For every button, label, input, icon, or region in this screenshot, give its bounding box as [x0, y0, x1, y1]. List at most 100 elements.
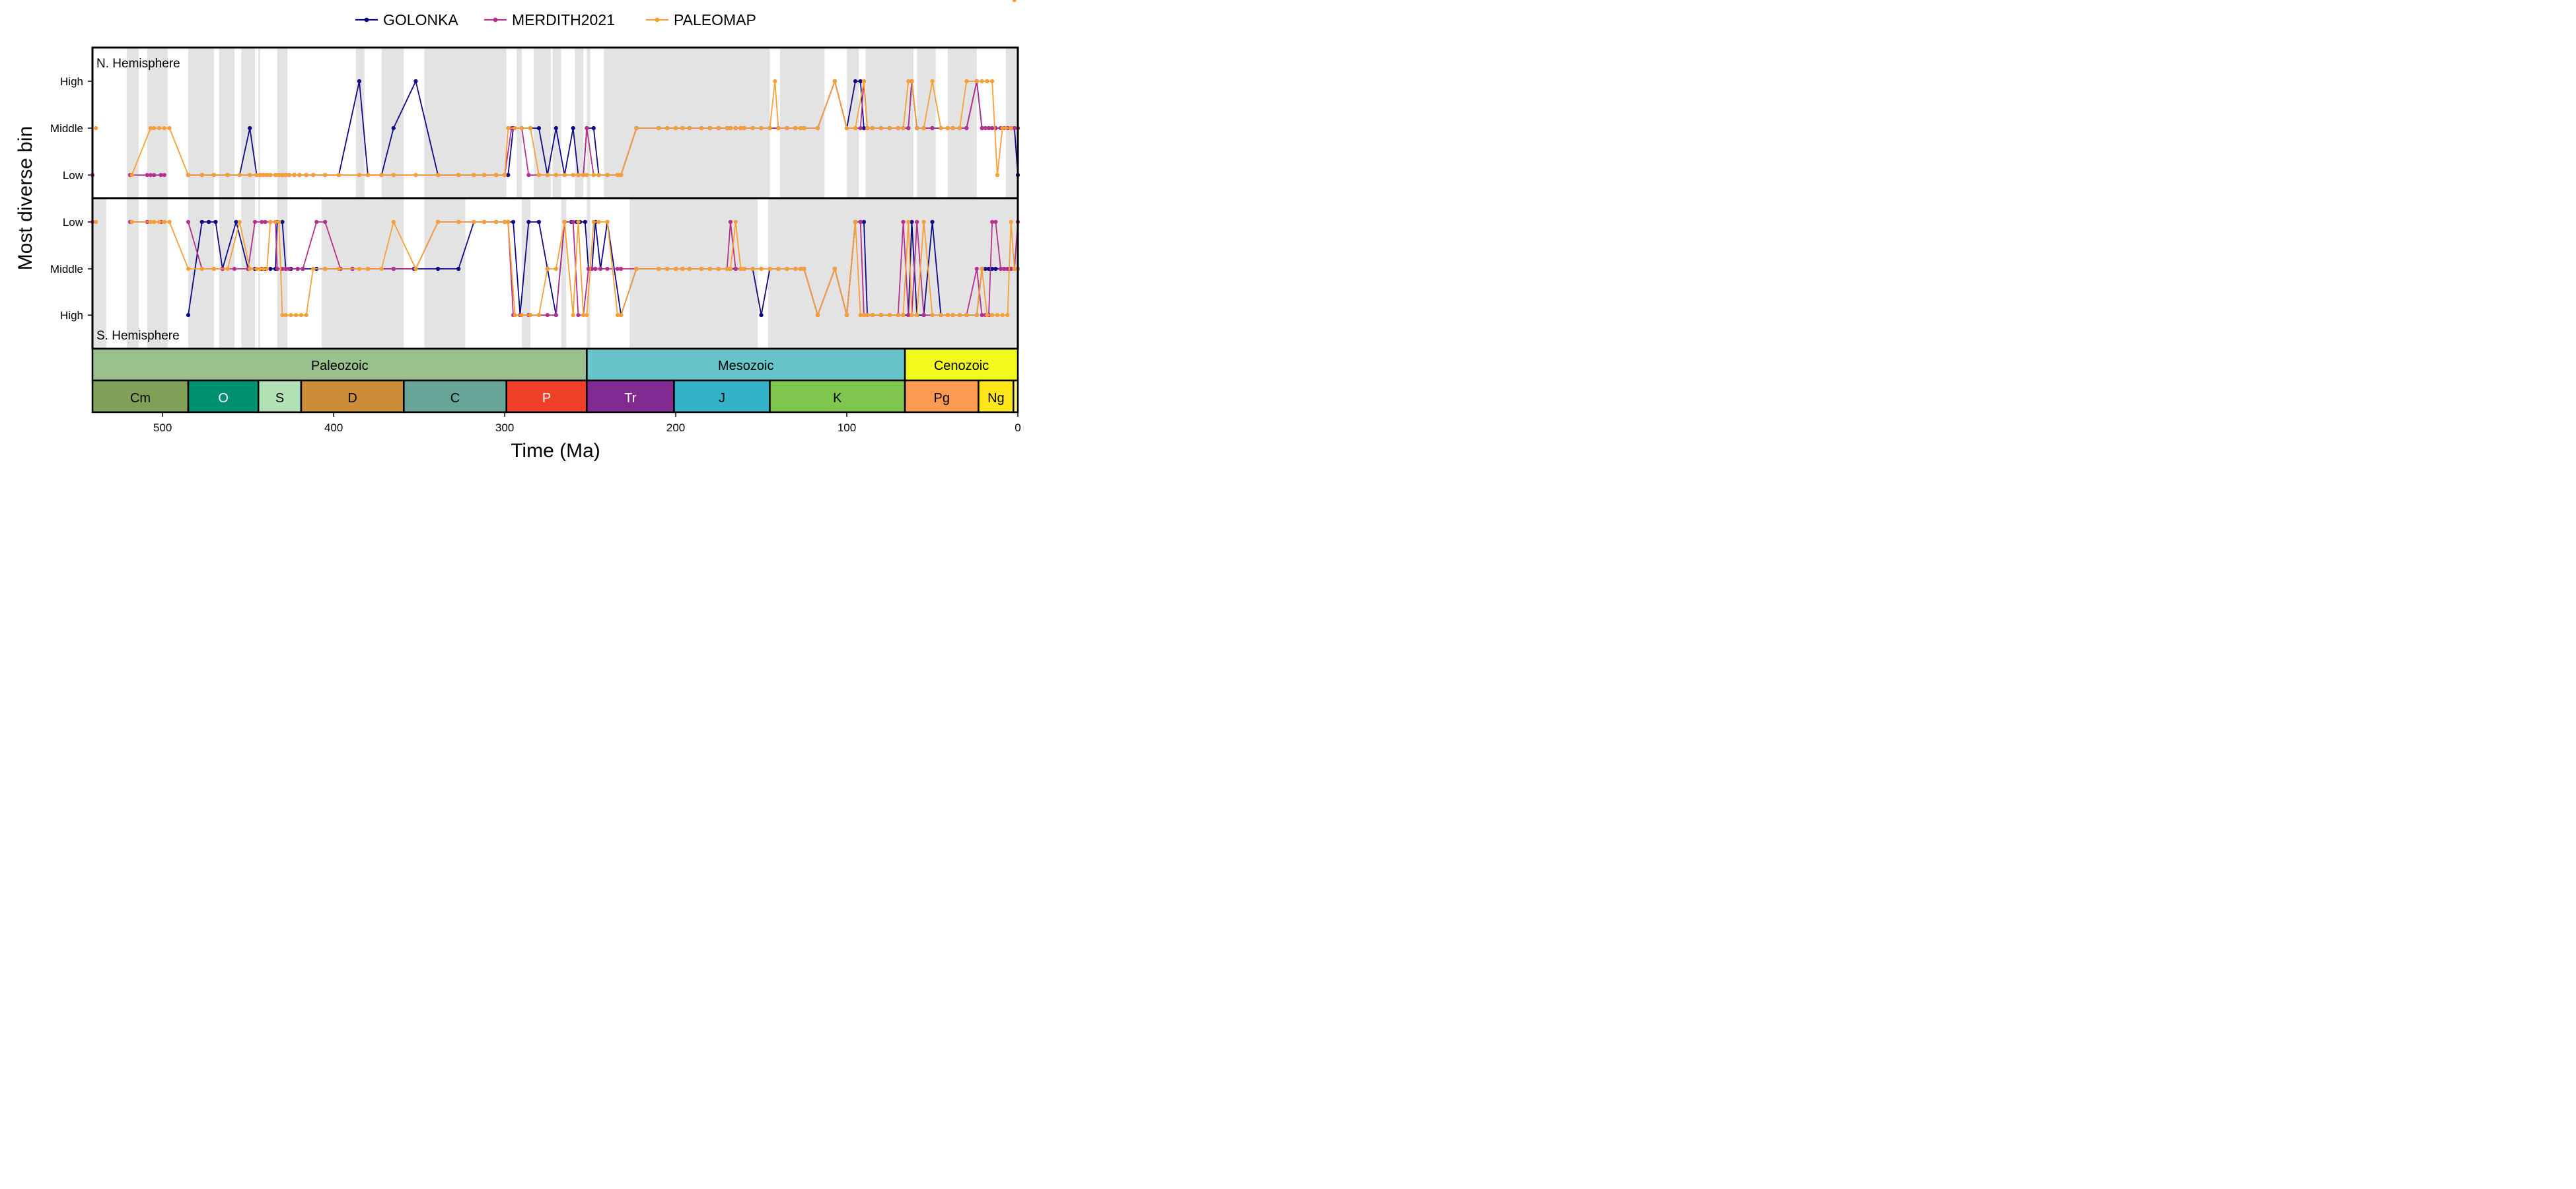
data-point — [870, 312, 875, 318]
data-point — [699, 266, 704, 271]
shaded-interval — [241, 48, 256, 198]
data-point — [974, 312, 979, 318]
data-point — [680, 126, 685, 131]
data-point — [993, 266, 998, 271]
panel-north: N. Hemisphere High Middle Low — [50, 0, 1020, 199]
data-point — [379, 172, 384, 178]
data-point — [910, 79, 914, 84]
data-point — [536, 172, 541, 178]
data-point — [983, 126, 987, 131]
data-point — [413, 79, 418, 84]
data-point — [993, 219, 998, 225]
data-point — [261, 266, 266, 271]
data-point — [699, 126, 704, 131]
data-point — [832, 266, 838, 271]
data-point — [906, 79, 911, 84]
period-label-cm: Cm — [130, 391, 151, 406]
data-point — [323, 219, 328, 225]
data-point — [554, 266, 558, 271]
data-point — [1012, 0, 1017, 3]
data-point — [186, 312, 191, 318]
panel-south-shading — [92, 198, 1018, 349]
shaded-interval — [780, 48, 825, 198]
data-point — [585, 126, 589, 131]
data-point — [983, 266, 987, 271]
data-point — [858, 219, 863, 225]
shaded-interval — [561, 198, 567, 349]
shaded-interval — [552, 48, 561, 198]
data-point — [213, 219, 218, 225]
data-point — [365, 266, 371, 271]
data-point — [619, 312, 624, 318]
data-point — [870, 126, 875, 131]
data-point — [974, 266, 979, 271]
data-point — [915, 126, 919, 131]
period-label-tr: Tr — [624, 391, 636, 406]
data-point — [750, 126, 755, 131]
data-point — [260, 219, 264, 225]
data-point — [861, 312, 867, 318]
data-point — [673, 126, 678, 131]
data-point — [915, 219, 919, 225]
data-point — [680, 266, 685, 271]
era-label-cenozoic: Cenozoic — [934, 359, 989, 373]
data-point — [162, 219, 166, 225]
data-point — [581, 172, 586, 178]
shaded-interval — [277, 48, 288, 198]
shaded-interval — [92, 198, 106, 349]
data-point — [283, 266, 288, 271]
data-point — [211, 172, 216, 178]
data-point — [576, 172, 581, 178]
data-point — [336, 266, 341, 271]
shaded-interval — [847, 48, 859, 198]
shaded-interval — [126, 48, 139, 198]
data-point — [990, 126, 995, 131]
data-point — [275, 266, 279, 271]
data-point — [157, 126, 162, 131]
shaded-interval — [1005, 48, 1018, 198]
data-point — [1002, 266, 1007, 271]
data-point — [585, 312, 589, 318]
data-point — [258, 172, 262, 178]
era-box-mesozoic — [586, 347, 906, 382]
data-point — [536, 312, 541, 318]
data-point — [901, 312, 906, 318]
data-point — [545, 266, 550, 271]
data-point — [861, 126, 867, 131]
data-point — [590, 266, 594, 271]
data-point — [456, 266, 461, 271]
shaded-interval — [947, 48, 977, 198]
data-point — [950, 126, 955, 131]
data-point — [167, 126, 172, 131]
data-point — [725, 126, 729, 131]
data-point — [773, 79, 777, 84]
period-box — [1013, 379, 1019, 414]
data-point — [287, 172, 291, 178]
data-point — [939, 126, 943, 131]
data-point — [526, 172, 531, 178]
series-south-paleomap — [94, 219, 1020, 318]
data-point — [738, 266, 743, 271]
data-point — [129, 172, 134, 178]
period-box — [187, 379, 260, 414]
shaded-interval — [219, 48, 234, 198]
data-point — [252, 219, 258, 225]
data-point — [199, 266, 204, 271]
shaded-interval — [322, 198, 404, 349]
data-point — [148, 126, 153, 131]
data-point — [287, 266, 291, 271]
x-axis-title: Time (Ma) — [511, 440, 600, 462]
shaded-interval — [126, 198, 139, 349]
period-label-s: S — [275, 391, 284, 406]
data-point — [815, 126, 820, 131]
data-point — [1000, 312, 1005, 318]
data-point — [865, 312, 870, 318]
data-point — [310, 266, 316, 271]
shaded-interval — [381, 48, 404, 198]
data-point — [513, 126, 517, 131]
data-point — [436, 172, 441, 178]
data-point — [980, 126, 984, 131]
data-point — [94, 126, 98, 131]
data-point — [990, 266, 995, 271]
data-point — [571, 126, 575, 131]
